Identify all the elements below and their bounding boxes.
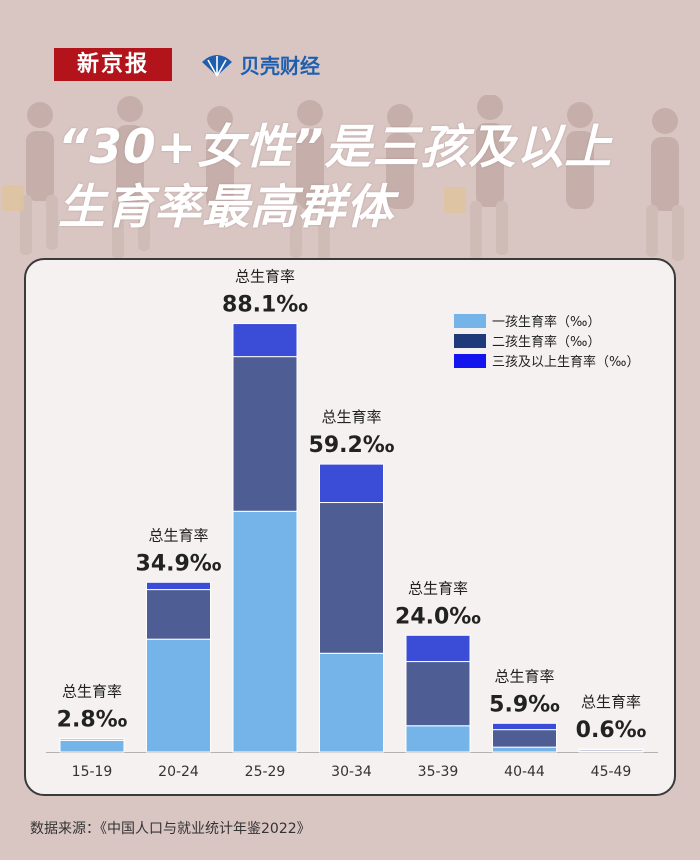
total-rate-label-40-44: 总生育率 — [494, 667, 554, 685]
bar-35-39-series-3 — [405, 634, 471, 663]
chart-card: 总生育率 2.8‰ 15-19 总生育率 34.9‰ 20-24 总生育率 88.1‰ 25-2… — [24, 258, 676, 796]
x-tick-45-49: 45-49 — [591, 764, 632, 780]
page-title: “30+女性”是三孩及以上 生育率最高群体 — [58, 118, 678, 238]
xinjingbao-logo: 新京报 — [54, 48, 172, 81]
x-tick-40-44: 40-44 — [504, 764, 545, 780]
total-rate-value-20-24: 34.9‰ — [136, 551, 222, 576]
total-rate-label-20-24: 总生育率 — [148, 526, 208, 544]
bar-40-44-series-2 — [492, 729, 557, 748]
total-rate-label-15-19: 总生育率 — [62, 682, 122, 700]
bar-25-29-series-1 — [232, 510, 298, 753]
x-tick-30-34: 30-34 — [331, 764, 372, 780]
x-tick-35-39: 35-39 — [418, 764, 459, 780]
bar-25-29-series-2 — [232, 356, 298, 512]
total-rate-value-35-39: 24.0‰ — [395, 604, 481, 629]
legend-swatch-1 — [454, 314, 486, 328]
bar-30-34-series-3 — [319, 463, 384, 504]
x-tick-15-19: 15-19 — [72, 764, 113, 780]
bar-15-19-series-3 — [59, 737, 125, 740]
total-rate-value-15-19: 2.8‰ — [57, 707, 128, 732]
legend-swatch-2 — [454, 334, 486, 348]
total-rate-label-45-49: 总生育率 — [581, 693, 641, 711]
bar-40-44-series-3 — [492, 722, 557, 731]
legend-label-1: 一孩生育率（‰） — [492, 314, 600, 330]
stacked-bar-chart: 总生育率 2.8‰ 15-19 总生育率 34.9‰ 20-24 总生育率 88.1‰ 25-2… — [46, 268, 658, 780]
total-rate-value-40-44: 5.9‰ — [489, 692, 560, 717]
title-line-2: 生育率最高群体 — [58, 180, 394, 235]
bar-25-29-series-3 — [232, 323, 298, 358]
beike-caijing-text: 贝壳财经 — [240, 54, 320, 78]
x-tick-20-24: 20-24 — [158, 764, 199, 780]
legend-label-2: 二孩生育率（‰） — [492, 334, 600, 350]
bar-15-19-series-1 — [59, 739, 125, 753]
x-tick-25-29: 25-29 — [245, 764, 286, 780]
bar-20-24-series-2 — [146, 589, 211, 640]
data-source: 数据来源：《中国人口与就业统计年鉴2022》 — [30, 821, 311, 837]
shell-icon — [202, 54, 232, 76]
bar-35-39-series-1 — [405, 725, 471, 753]
bar-40-44-series-1 — [492, 746, 557, 753]
total-rate-value-25-29: 88.1‰ — [222, 293, 308, 318]
title-line-1: “30+女性”是三孩及以上 — [58, 120, 613, 175]
total-rate-value-30-34: 59.2‰ — [309, 433, 395, 458]
crowd-illustration — [2, 95, 684, 261]
total-rate-value-45-49: 0.6‰ — [576, 718, 647, 743]
bar-30-34-series-2 — [319, 502, 384, 654]
bar-45-49-series-3 — [578, 748, 644, 751]
total-rate-label-35-39: 总生育率 — [408, 579, 468, 597]
bar-35-39-series-2 — [405, 661, 471, 727]
bar-30-34-series-1 — [319, 652, 384, 753]
total-rate-label-25-29: 总生育率 — [235, 268, 295, 286]
legend-swatch-3 — [454, 354, 486, 368]
bar-20-24-series-3 — [146, 581, 211, 591]
legend-label-3: 三孩及以上生育率（‰） — [492, 354, 639, 370]
total-rate-label-30-34: 总生育率 — [321, 408, 381, 426]
bar-20-24-series-1 — [146, 638, 211, 753]
beike-caijing-logo: 贝壳财经 — [200, 48, 320, 81]
